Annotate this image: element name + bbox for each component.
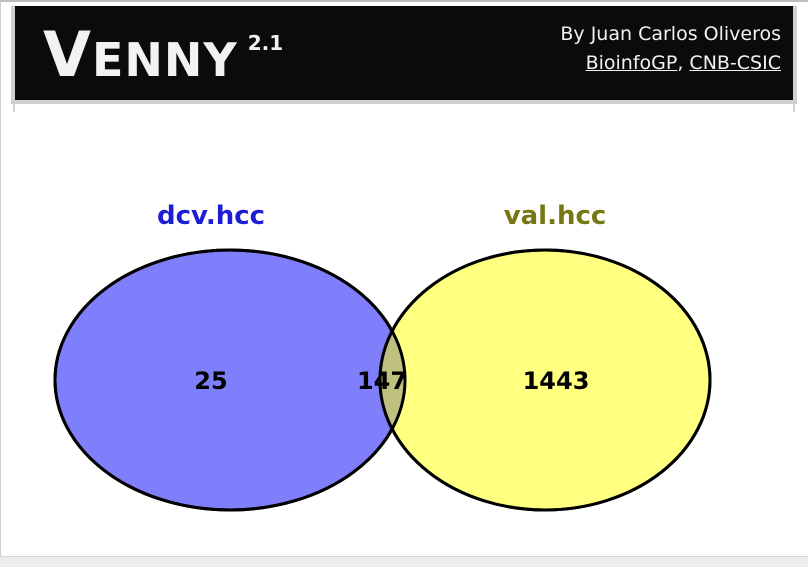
set-a-outline (53, 248, 407, 512)
affiliation-links: BioinfoGP, CNB-CSIC (560, 49, 781, 78)
header-underframe (13, 104, 795, 112)
link-separator: , (677, 52, 684, 74)
logo-name: ENNY (91, 33, 238, 87)
set-b-only-count: 1443 (523, 367, 590, 395)
set-b-outline (378, 248, 712, 512)
set-a-label: dcv.hcc (157, 201, 265, 231)
set-b-label: val.hcc (504, 201, 607, 231)
venn-diagram: dcv.hcc val.hcc 25 147 1443 (53, 201, 712, 512)
header-banner: VENNY 2.1 By Juan Carlos Oliveros Bioinfo… (11, 6, 797, 104)
bioinfogp-link[interactable]: BioinfoGP (585, 52, 678, 74)
venny-logo: VENNY 2.1 (43, 18, 283, 91)
intersection-count: 147 (357, 367, 407, 395)
logo-version: 2.1 (247, 31, 284, 55)
cnb-csic-link[interactable]: CNB-CSIC (689, 52, 781, 74)
author-credit: By Juan Carlos Oliveros BioinfoGP, CNB-C… (560, 20, 781, 78)
set-a-only-count: 25 (194, 367, 227, 395)
author-line: By Juan Carlos Oliveros (560, 23, 781, 45)
logo-initial: V (43, 18, 92, 91)
bottom-divider (0, 556, 808, 567)
